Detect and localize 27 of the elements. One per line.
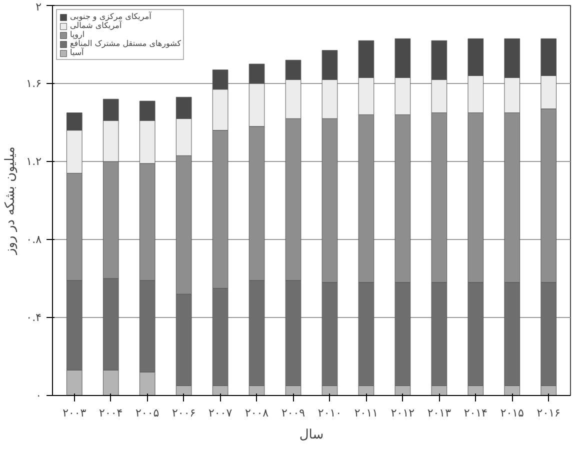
x-tick-label: ۲۰۱۲ xyxy=(390,406,415,420)
y-tick-label: ۱.۶ xyxy=(26,77,42,90)
x-tick-label: ۲۰۰۸ xyxy=(244,406,269,420)
legend-label: کشورهای مستقل مشترک المنافع xyxy=(70,39,182,48)
x-tick-label: ۲۰۰۵ xyxy=(136,406,160,420)
x-tick-label: ۲۰۰۴ xyxy=(99,406,123,420)
y-tick-label: ۰.۸ xyxy=(26,233,42,246)
x-tick-label: ۲۰۱۱ xyxy=(354,406,378,420)
y-tick-label: ۱.۲ xyxy=(26,155,42,168)
y-tick-label: ۲ xyxy=(36,0,42,14)
x-tick-label: ۲۰۱۳ xyxy=(427,406,452,420)
x-tick-label: ۲۰۰۷ xyxy=(208,406,232,420)
x-tick-label: ۲۰۱۰ xyxy=(318,406,342,420)
x-axis-title: سال xyxy=(299,428,324,442)
x-tick-label: ۲۰۰۹ xyxy=(281,406,306,420)
y-tick-label: ۰ xyxy=(36,389,42,402)
x-tick-label: ۲۰۱۶ xyxy=(536,406,560,420)
x-tick-label: ۲۰۰۶ xyxy=(172,406,196,420)
x-tick-label: ۲۰۱۵ xyxy=(500,406,524,420)
x-tick-label: ۲۰۰۳ xyxy=(62,406,86,420)
x-tick-label: ۲۰۱۴ xyxy=(464,406,488,420)
legend-label: آمریکای مرکزی و جنوبی xyxy=(70,12,152,21)
y-axis-title: میلیون بشکه در روز xyxy=(3,146,18,256)
y-tick-label: ۰.۴ xyxy=(26,311,42,324)
legend-label: آسیا xyxy=(70,48,84,57)
legend-label: اروپا xyxy=(70,30,86,39)
legend-label: آمریکای شمالی xyxy=(70,21,122,30)
